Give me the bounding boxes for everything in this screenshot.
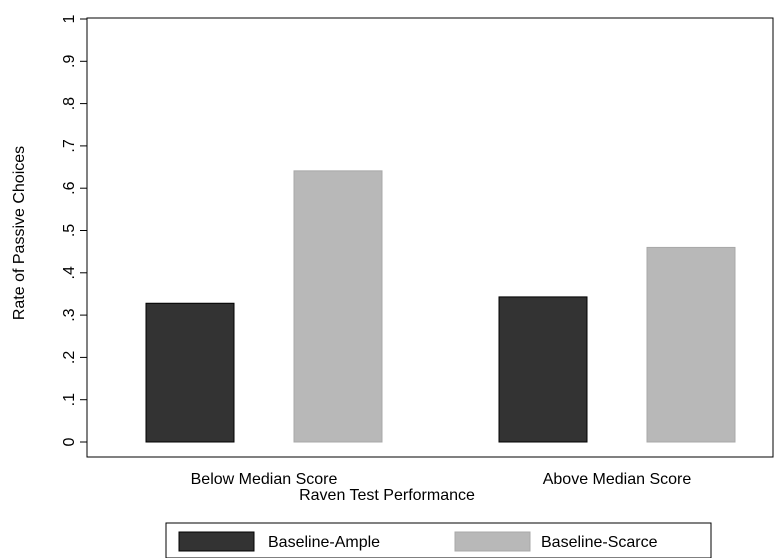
legend-label: Baseline-Ample [268, 534, 380, 551]
y-tick-label: 0 [61, 437, 78, 446]
legend-label: Baseline-Scarce [541, 534, 658, 551]
legend-swatch [454, 531, 531, 552]
y-axis-title: Rate of Passive Choices [11, 146, 28, 320]
y-axis-ticks: 0 .1 .2 .3 .4 .5 .6 .7 .8 .9 1 [61, 14, 87, 446]
x-category-label: Below Median Score [191, 471, 338, 488]
bar-baseline-scarce [646, 246, 736, 443]
bars [145, 170, 736, 443]
bar-baseline-scarce [293, 170, 383, 443]
legend: Baseline-Ample Baseline-Scarce [165, 522, 712, 558]
legend-swatch [178, 531, 255, 552]
x-category-label: Above Median Score [543, 471, 692, 488]
x-axis-category-labels: Below Median Score Above Median Score [191, 471, 692, 488]
y-tick-label: .1 [61, 393, 78, 406]
y-tick-label: .6 [61, 181, 78, 194]
y-tick-label: .9 [61, 55, 78, 68]
y-tick-label: .7 [61, 139, 78, 152]
bar-baseline-ample [498, 296, 588, 443]
legend-frame [165, 522, 712, 558]
y-tick-label: .8 [61, 97, 78, 110]
x-axis-title: Raven Test Performance [299, 487, 475, 504]
y-tick-label: .2 [61, 351, 78, 364]
bar-baseline-ample [145, 302, 235, 443]
y-tick-label: 1 [61, 14, 78, 23]
y-tick-label: .3 [61, 308, 78, 321]
y-tick-label: .4 [61, 266, 78, 279]
y-tick-label: .5 [61, 224, 78, 237]
